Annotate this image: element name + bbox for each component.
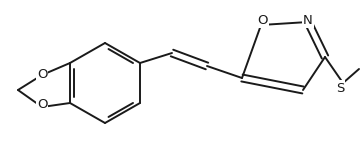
Text: O: O <box>258 14 268 26</box>
Text: O: O <box>37 98 47 112</box>
Text: N: N <box>303 14 313 26</box>
Text: O: O <box>37 69 47 81</box>
Text: S: S <box>336 81 344 95</box>
